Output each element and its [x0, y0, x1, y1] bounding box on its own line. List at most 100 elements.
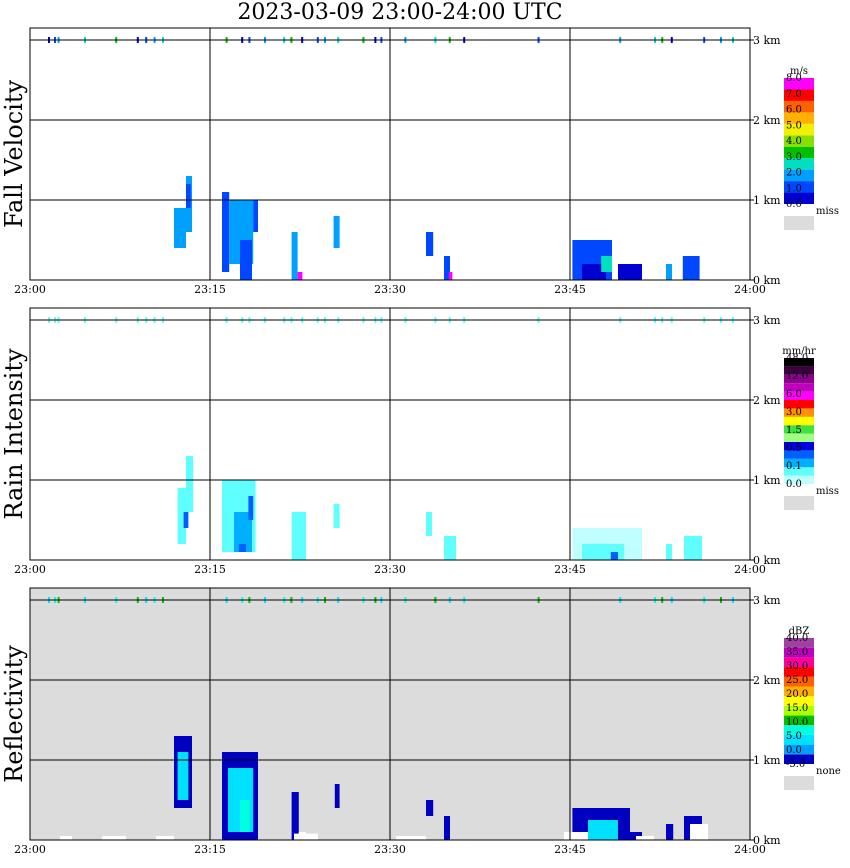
x-tick-label: 23:45: [554, 563, 586, 576]
colorbar-swatch: [784, 433, 814, 442]
y-tick-label: 2 km: [753, 394, 781, 407]
colorbar-swatch: [784, 408, 814, 417]
colorbar-missing-label: none: [816, 766, 841, 777]
colorbar-swatch: [784, 391, 814, 400]
data-cell: [666, 264, 672, 280]
y-tick-label: 3 km: [753, 34, 781, 47]
plot-frame: [29, 27, 751, 281]
colorbar-swatch: [784, 744, 814, 755]
colorbar-swatch: [784, 374, 814, 384]
colorbar-label: 5.0: [786, 120, 802, 131]
y-tick-label: 0 km: [753, 274, 781, 287]
y-axis-label: Fall Velocity: [0, 80, 28, 229]
colorbar-label: 12.0: [786, 371, 808, 382]
data-cell: [183, 512, 189, 528]
colorbar-label: 25.0: [786, 675, 808, 686]
data-cell: [682, 256, 700, 280]
colorbar-swatch: [784, 450, 814, 459]
x-tick-label: 23:15: [194, 563, 226, 576]
colorbar-swatch: [784, 112, 814, 124]
y-tick-label: 1 km: [753, 474, 781, 487]
colorbar-swatch: [784, 192, 814, 204]
data-cell: [334, 784, 340, 808]
data-cell: [684, 536, 702, 560]
colorbar-swatch: [784, 657, 814, 668]
x-tick-label: 23:15: [194, 283, 226, 296]
colorbar-swatch: [784, 715, 814, 726]
colorbar-swatch: [784, 100, 814, 113]
colorbar-label: 7.0: [786, 89, 802, 100]
data-cell: [426, 800, 434, 816]
data-cell-missing: [564, 832, 588, 840]
x-tick-label: 24:00: [734, 563, 766, 576]
data-cell-missing: [156, 836, 174, 840]
data-cell: [444, 816, 450, 840]
colorbar-label: 0.0: [786, 745, 802, 756]
data-cell-missing: [636, 836, 654, 840]
data-cell: [333, 504, 340, 528]
data-cell: [666, 824, 674, 840]
colorbar-unit: m/s: [790, 66, 808, 77]
panel-fall-velocity: 23:00 23:15 23:30 23:45 24:000 km 1 km 2 km 3 k…: [0, 27, 839, 296]
data-cell-missing: [690, 824, 708, 840]
data-cell: [444, 256, 450, 280]
data-cell: [426, 232, 434, 256]
x-tick-label: 23:00: [14, 843, 46, 856]
y-tick-label: 3 km: [753, 314, 781, 327]
colorbar-label: 3.0: [786, 407, 802, 418]
colorbar-missing-swatch: [784, 776, 814, 790]
colorbar-swatch: [784, 146, 814, 159]
colorbar-label: 2.0: [786, 168, 802, 179]
colorbar-swatch: [784, 123, 814, 136]
data-cell: [222, 192, 230, 272]
colorbar-swatch: [784, 705, 814, 716]
colorbar-swatch: [784, 358, 814, 367]
data-cell-missing: [102, 836, 126, 840]
x-tick-label: 23:15: [194, 843, 226, 856]
plot-frame: [29, 587, 751, 841]
colorbar-swatch: [784, 442, 814, 451]
colorbar-swatch: [784, 169, 814, 182]
x-tick-label: 23:45: [554, 283, 586, 296]
colorbar-label: 8.0: [786, 73, 802, 84]
data-cell: [186, 184, 191, 208]
data-cell-missing: [60, 836, 72, 840]
colorbar-swatch: [784, 416, 814, 426]
colorbar-label: 1.0: [786, 183, 802, 194]
colorbar-label: -5.0: [786, 759, 805, 770]
colorbar-swatch: [784, 676, 814, 687]
colorbar-swatch: [784, 400, 814, 409]
colorbar-missing-swatch: [784, 496, 814, 510]
data-cell: [253, 200, 258, 232]
data-cell: [291, 792, 299, 840]
y-tick-label: 2 km: [753, 114, 781, 127]
colorbar-label: 5.0: [786, 731, 802, 742]
data-cell: [234, 512, 252, 552]
x-tick-label: 23:00: [14, 283, 46, 296]
colorbar-swatch: [784, 78, 814, 90]
colorbar-label: 30.0: [786, 661, 808, 672]
colorbar-label: 35.0: [786, 647, 808, 658]
data-cell-missing: [396, 836, 426, 840]
data-cell: [186, 456, 194, 512]
colorbar-label: 6.0: [786, 105, 802, 116]
x-tick-label: 23:00: [14, 563, 46, 576]
colorbar-swatch: [784, 158, 814, 170]
colorbar-swatch: [784, 458, 814, 468]
data-cell: [333, 216, 340, 248]
data-cell: [177, 752, 189, 800]
colorbar-label: 10.0: [786, 717, 808, 728]
data-cell: [177, 488, 186, 544]
y-tick-label: 0 km: [753, 834, 781, 847]
colorbar-missing-label: miss: [816, 206, 839, 217]
data-cell: [444, 536, 456, 560]
colorbar-label: 40.0: [786, 633, 808, 644]
chart-title: 2023-03-09 23:00-24:00 UTC: [237, 0, 563, 25]
colorbar-label: 0.0: [786, 479, 802, 490]
x-tick-label: 23:45: [554, 843, 586, 856]
colorbar-unit: dBZ: [789, 626, 810, 637]
panel-rain-intensity: 23:00 23:15 23:30 23:45 24:000 km 1 km 2 km 3 k…: [0, 307, 839, 576]
data-cell: [238, 544, 246, 552]
colorbar-swatch: [784, 696, 814, 706]
